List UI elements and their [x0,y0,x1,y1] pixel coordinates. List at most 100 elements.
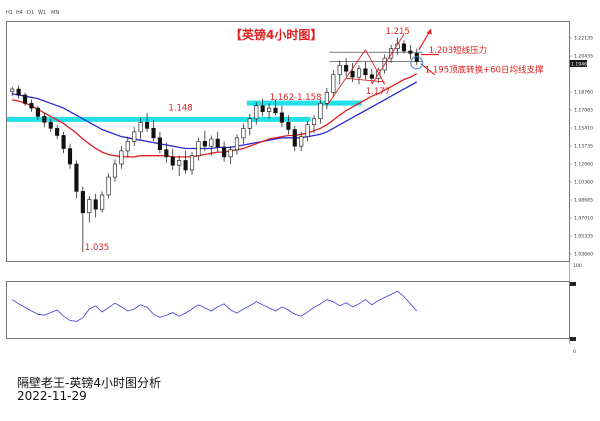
candle [112,159,118,182]
candle-body [414,53,419,62]
ma-layer [12,73,418,158]
candle [344,58,349,76]
candle-body [170,156,175,166]
candle-body [196,141,201,156]
y-ticks-layer: 1.22135 1.20435 1.18760 1.17085 1.15410 1.137… [569,36,593,258]
candle [337,60,342,85]
candle [363,61,368,80]
candle [311,115,317,134]
candle-body [331,74,336,93]
candle [267,103,272,119]
candle [222,141,227,162]
candle-body [125,141,130,152]
candle-body [389,48,394,59]
candle [119,146,124,169]
candle [80,186,85,253]
candle-body [164,149,169,158]
candle [279,105,284,128]
candle-body [356,68,362,78]
candle [157,131,162,154]
candle [74,160,79,199]
candle-body [177,160,182,166]
candle [35,105,40,120]
candle-body [157,137,162,151]
candle [48,118,53,132]
candle [177,155,182,176]
timeframe-tab-h1[interactable]: H1 [6,10,13,16]
channel-line-c [371,34,405,85]
timeframe-tab-mn[interactable]: MN [51,10,60,16]
oscillator-layer [11,290,418,322]
label-zone-1162-1158: 1.162-1.158 [270,93,322,103]
candle-body [61,135,66,149]
candle [16,85,21,99]
price-panel-frame [6,21,570,262]
candle-body [74,163,79,192]
label-support-1195: 1.195顶底转换+60日均线支撑 [425,65,544,76]
candle [331,70,336,98]
y-tick-label: 1.03660 [574,252,593,258]
candle [42,112,47,128]
candle [324,87,329,110]
candle-body [100,194,105,210]
support-circle [410,56,424,70]
candle-body [318,103,323,120]
timeframe-tab-d1[interactable]: D1 [27,10,35,16]
y-tick-label: 1.05335 [574,234,593,240]
osc-tick-0: 0 [573,349,576,355]
candle-body [202,141,207,147]
candle-body [363,68,368,76]
y-tick-label: 1.07010 [574,216,593,222]
timeframe-tab-w1[interactable]: W1 [38,10,47,16]
candle-body [35,107,40,117]
candle [132,127,137,147]
candle [215,131,220,153]
candle-body [106,176,111,196]
candle-body [209,138,214,147]
candle [22,92,28,106]
candle [29,99,34,112]
candle [125,136,130,157]
candle-body [247,118,252,129]
ma-red-line [12,73,418,158]
timeframe-tab-h4[interactable]: H4 [16,10,23,16]
candle-body [324,92,329,104]
candle-body [10,88,15,92]
candle-body [55,128,60,136]
candle [145,112,150,132]
current-price-label: 1.19464 [571,62,590,68]
candle [299,131,304,151]
y-tick-label: 1.20435 [574,54,593,60]
candle [164,142,169,163]
candle [151,119,156,142]
candle [55,124,60,140]
candle [61,131,66,154]
candle [100,191,105,213]
candle [286,115,291,135]
candle [10,86,15,97]
support-zone-0 [7,116,311,122]
label-low-1035: 1.035 [85,243,109,253]
candle-body [311,118,317,126]
label-low-1177: 1.177 [366,87,390,97]
candle [202,130,207,151]
candle-body [80,191,85,214]
candle [318,99,323,124]
candle-body [401,43,407,52]
candle-body [254,105,259,120]
candle-body [273,107,278,114]
candle [228,146,233,165]
candle [305,121,310,142]
candle-body [151,128,156,139]
label-zone-1148: 1.148 [168,104,192,114]
candle-body [16,88,21,96]
y-tick-label: 1.13735 [574,144,593,150]
label-high-1215: 1.215 [386,27,410,37]
trend-layer [326,28,439,106]
candle [401,40,407,54]
candle-body [145,122,150,129]
candle [189,152,195,175]
candle [273,99,278,116]
osc-value-flag-bottom [570,337,576,341]
candle [170,148,175,170]
